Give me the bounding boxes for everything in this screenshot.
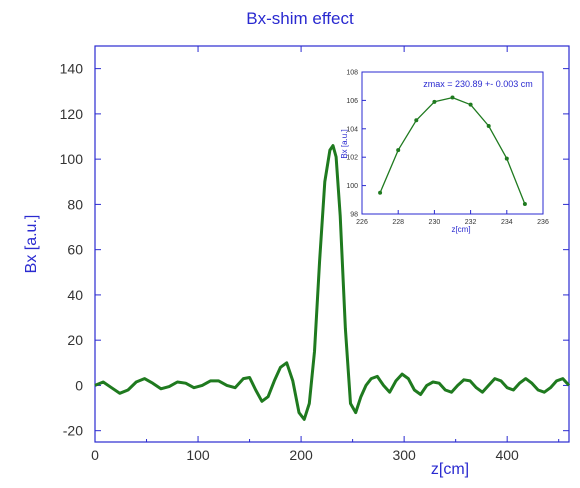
inset-data-point — [414, 118, 419, 123]
y-axis-label: Bx [a.u.] — [23, 215, 40, 274]
inset-annotation: zmax = 230.89 +- 0.003 cm — [423, 79, 533, 89]
inset-x-tick-label: 232 — [465, 219, 477, 226]
inset-plot-frame — [361, 71, 544, 215]
inset-data-point — [504, 156, 509, 161]
inset-x-tick-label: 226 — [356, 219, 368, 226]
inset-x-axis-label: z[cm] — [451, 225, 470, 234]
x-tick-label: 400 — [495, 447, 519, 463]
inset-y-tick-label: 106 — [346, 98, 358, 105]
inset-ticks — [361, 71, 544, 215]
inset-data-point — [522, 202, 527, 207]
inset-y-tick-label: 102 — [346, 155, 358, 162]
main-tick-labels: 0 100 200 300 400 -20 0 20 40 60 80 100 120 140 — [60, 61, 519, 463]
y-tick-label: 100 — [60, 151, 84, 167]
y-tick-label: 140 — [60, 61, 84, 77]
inset-y-tick-label: 98 — [350, 212, 358, 219]
inset-data-point — [468, 102, 473, 107]
x-axis-label: z[cm] — [431, 461, 469, 478]
x-tick-label: 300 — [392, 447, 416, 463]
inset-tick-labels: 226 228 230 232 234 236 98 100 102 104 106 108 — [346, 70, 549, 227]
main-plot-frame — [94, 45, 570, 443]
y-tick-label: -20 — [63, 423, 83, 439]
inset-x-tick-label: 228 — [392, 219, 404, 226]
inset-data-point — [396, 148, 401, 153]
inset-series — [378, 95, 527, 207]
inset-data-point — [432, 99, 437, 104]
inset-data-point — [486, 123, 491, 128]
chart-title: Bx-shim effect — [246, 9, 354, 28]
y-tick-label: 60 — [67, 242, 83, 258]
y-tick-label: 20 — [67, 332, 83, 348]
y-tick-label: 0 — [75, 377, 83, 393]
main-ticks — [94, 46, 569, 442]
x-tick-label: 0 — [91, 447, 99, 463]
inset-y-tick-label: 100 — [346, 183, 358, 190]
y-tick-label: 80 — [67, 196, 83, 212]
inset-data-point — [450, 95, 455, 100]
inset-y-tick-label: 108 — [346, 70, 358, 77]
inset-x-tick-label: 234 — [501, 219, 513, 226]
inset-chart: Bx [a.u.] z[cm] zmax = 230.89 +- 0.003 c… — [340, 70, 549, 235]
bx-curve — [94, 144, 571, 421]
inset-x-tick-label: 230 — [429, 219, 441, 226]
main-series — [94, 144, 571, 421]
y-tick-label: 120 — [60, 106, 84, 122]
y-tick-label: 40 — [67, 287, 83, 303]
inset-y-tick-label: 104 — [346, 126, 358, 133]
inset-x-tick-label: 236 — [537, 219, 549, 226]
inset-data-point — [378, 190, 383, 195]
x-tick-label: 100 — [186, 447, 210, 463]
x-tick-label: 200 — [289, 447, 313, 463]
inset-y-axis-label: Bx [a.u.] — [340, 129, 349, 158]
